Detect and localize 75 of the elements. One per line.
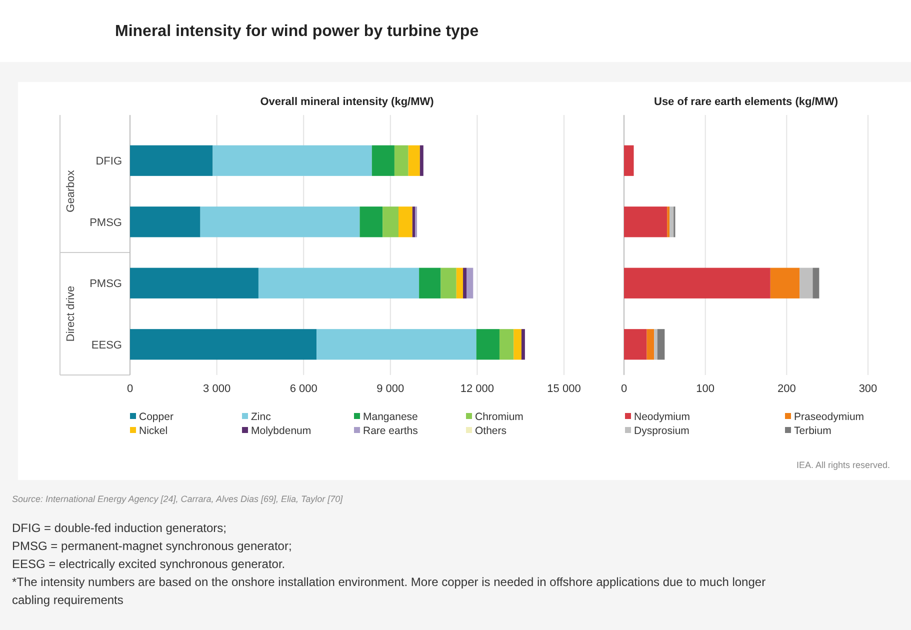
bar [800,268,813,298]
y-tick-label: PMSG [90,216,122,229]
bar [657,329,665,360]
bar [398,206,412,238]
bar [624,145,634,176]
bar [624,206,668,238]
legend-label: Praseodymium [794,411,864,423]
bar [130,268,258,298]
text: EESG = electrically excited synchronous generator. [12,557,286,571]
bar [646,329,654,360]
bar [521,329,525,360]
x-tick-label: 9 000 [376,383,404,395]
x-tick-label: 0 [126,383,134,395]
bar [667,206,670,238]
y-tick-label: EESG [91,339,122,352]
legend-label: Neodymium [634,411,690,423]
x-tick-label: 15 000 [547,383,581,395]
x-tick-label: 3 000 [203,383,231,395]
text: PMSG = permanent-magnet synchronous generator; [12,539,292,553]
bar [412,206,415,238]
y-tick-label: DFIG [96,156,122,168]
x-tick-label: 300 [858,383,878,395]
bar [316,329,476,360]
bar [499,329,514,360]
bar [463,268,466,298]
bar [408,145,420,176]
source-note: Source: International Energy Agency [24], Carrara, Alves Dias [69], Elia, Taylor [70] [12,494,344,504]
bar [414,206,418,238]
x-tick-label: 6 000 [290,383,318,395]
legend-label: Molybdenum [251,425,312,437]
text: Gearbox [65,170,77,212]
bar [456,268,464,298]
bar [394,145,408,176]
bar [130,329,317,360]
bar [382,206,398,238]
bar [258,268,420,298]
bar [624,268,770,298]
legend-label: Others [475,425,507,437]
legend-label: Copper [139,411,174,423]
legend-label: Dysprosium [634,425,690,437]
bar [420,145,424,176]
chart-title: Mineral intensity for wind power by turbine type [115,23,479,40]
bar [476,329,500,360]
x-tick-label: 0 [620,383,628,395]
chart-title: Use of rare earth elements (kg/MW) [654,96,838,108]
bar [514,329,522,360]
text: IEA. All rights reserved. [796,460,890,470]
bar [624,329,647,360]
legend-label: Terbium [794,425,832,437]
legend-label: Nickel [139,425,168,437]
y-tick-label: PMSG [90,278,122,290]
x-tick-label: 100 [696,383,715,395]
chart-subtitle: Overall mineral intensity (kg/MW) [260,96,434,108]
bar [812,268,820,298]
bar [130,145,213,176]
bar [212,145,372,176]
legend-label: Manganese [363,411,418,423]
bar [770,268,800,298]
legend-label: Chromium [475,411,524,423]
bar [419,268,441,298]
bar [360,206,383,238]
legend-label: Zinc [251,411,271,423]
bar [372,145,394,176]
bar [440,268,456,298]
bar [670,206,674,238]
bar [654,329,658,360]
x-tick-label: 200 [777,383,796,395]
text: Direct drive [65,286,77,342]
x-tick-label: 12 000 [460,383,494,395]
text: *The intensity numbers are based on the onshore installation environment. More copper is needed in offshore applications due to much longer cabling requirements [12,575,766,607]
bar [130,206,200,238]
text: DFIG = double-fed induction generators; [12,521,226,535]
bar [466,268,474,298]
legend-label: Rare earths [363,425,418,437]
bar [200,206,360,238]
